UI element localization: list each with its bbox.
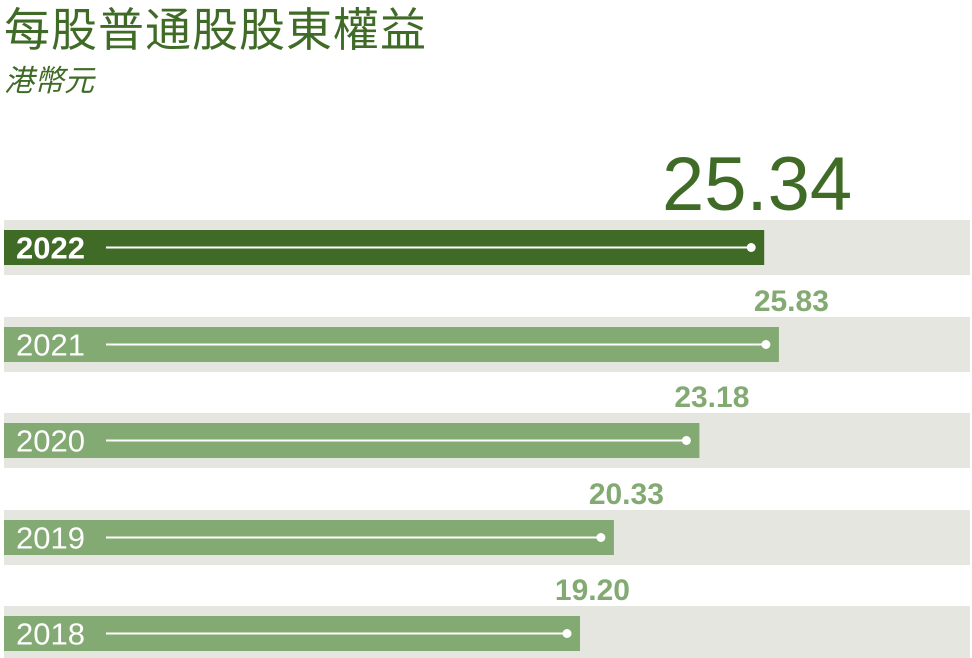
category-label-2022: 2022 [16,231,85,266]
category-label-2019: 2019 [16,521,85,556]
bar-end-dot-2020 [681,436,691,445]
bar-end-dot-2021 [761,340,771,349]
value-label-2020: 23.18 [674,381,749,414]
bar-end-dot-2018 [562,629,572,638]
chart-title: 每股普通股股東權益 [4,3,427,57]
chart-subtitle: 港幣元 [4,64,94,99]
value-label-2021: 25.83 [754,285,829,318]
value-label-2018: 19.20 [555,574,630,607]
category-label-2018: 2018 [16,617,85,652]
value-label-2022: 25.34 [662,142,852,227]
bar-end-dot-2019 [596,533,606,542]
category-label-2020: 2020 [16,424,85,459]
category-label-2021: 2021 [16,328,85,363]
value-label-2019: 20.33 [589,478,664,511]
bar-end-dot-2022 [746,243,756,252]
